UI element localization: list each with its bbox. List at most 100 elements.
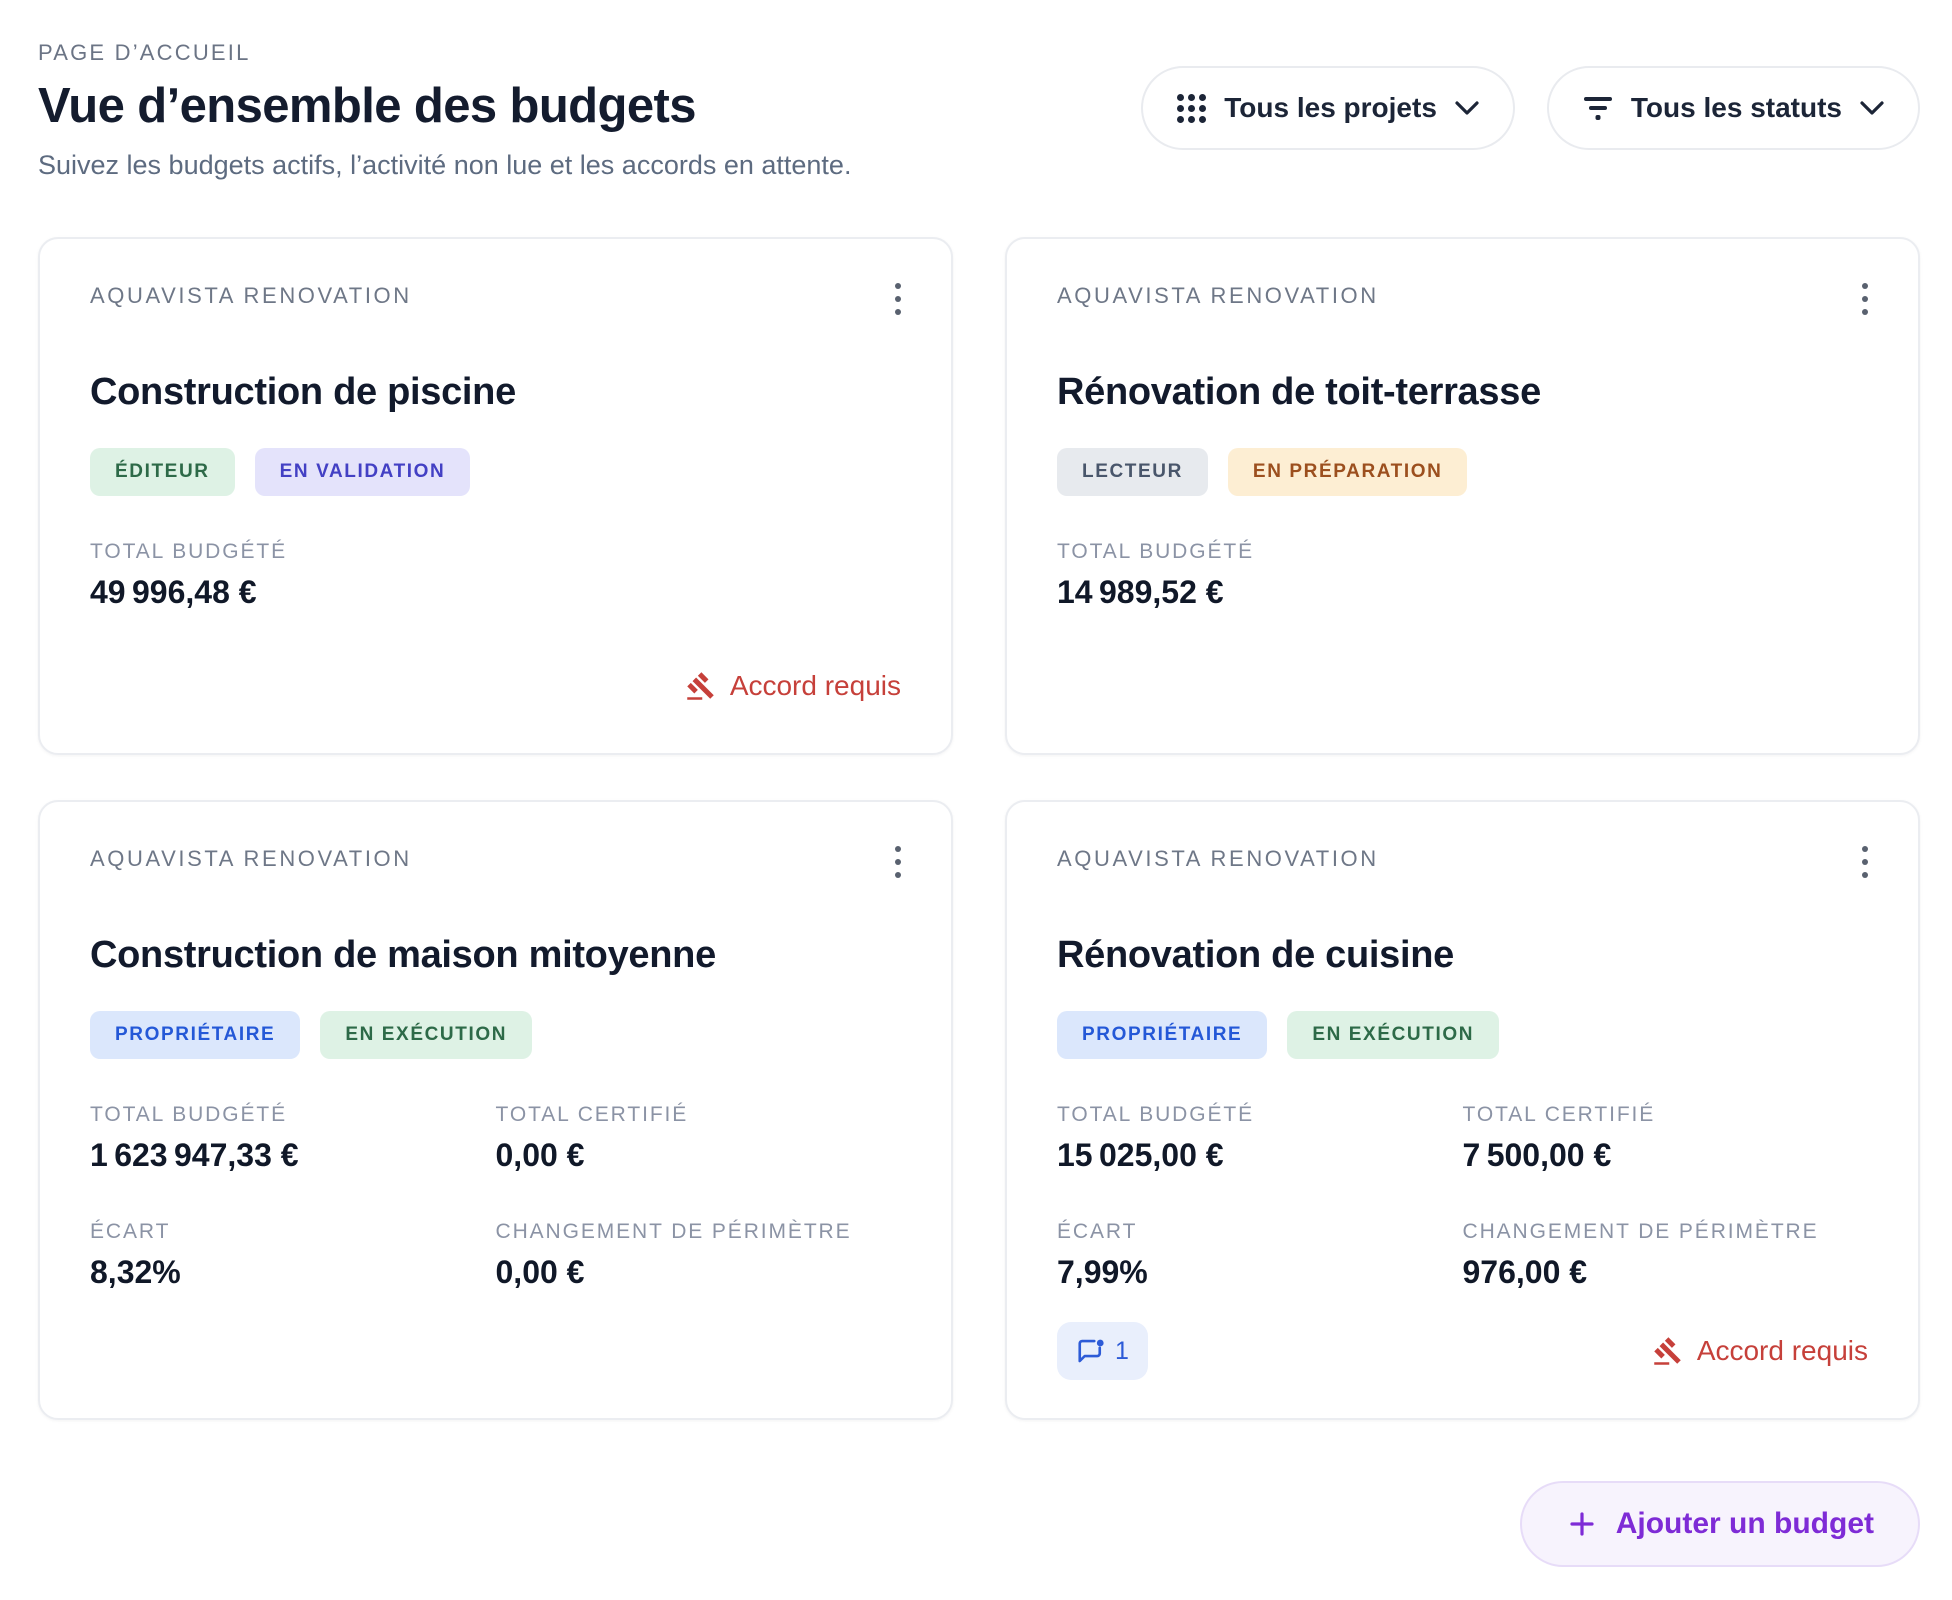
metric: TOTAL BUDGÉTÉ 1 623 947,33 € bbox=[90, 1103, 496, 1174]
kebab-menu-button[interactable] bbox=[885, 279, 911, 319]
metric: TOTAL BUDGÉTÉ 14 989,52 € bbox=[1057, 540, 1463, 611]
status-badge: EN VALIDATION bbox=[254, 448, 471, 496]
card-header: AQUAVISTA RENOVATION bbox=[90, 283, 901, 319]
plus-icon bbox=[1570, 1512, 1594, 1536]
project-name: AQUAVISTA RENOVATION bbox=[1057, 283, 1379, 308]
badge-list: LECTEUR EN PRÉPARATION bbox=[1057, 448, 1868, 496]
metric-label: TOTAL CERTIFIÉ bbox=[495, 1103, 689, 1126]
metric-value: 15 025,00 € bbox=[1057, 1137, 1224, 1173]
comment-icon bbox=[1078, 1339, 1104, 1363]
approval-required-label: Accord requis bbox=[729, 670, 901, 701]
metric: TOTAL BUDGÉTÉ 15 025,00 € bbox=[1057, 1103, 1463, 1174]
add-budget-label: Ajouter un budget bbox=[1615, 1507, 1874, 1540]
status-filter-button[interactable]: Tous les statuts bbox=[1546, 66, 1920, 150]
metric-label: CHANGEMENT DE PÉRIMÈTRE bbox=[495, 1220, 852, 1243]
project-name: AQUAVISTA RENOVATION bbox=[90, 846, 412, 871]
metric-value: 49 996,48 € bbox=[90, 574, 257, 610]
kebab-icon bbox=[1862, 846, 1868, 852]
metric-label: TOTAL BUDGÉTÉ bbox=[90, 540, 288, 563]
metric: CHANGEMENT DE PÉRIMÈTRE 976,00 € bbox=[1463, 1220, 1869, 1291]
status-badge: LECTEUR bbox=[1057, 448, 1208, 496]
card-footer: Accord requis bbox=[90, 657, 901, 715]
filters-toolbar: Tous les projets Tous les statuts bbox=[1141, 66, 1920, 150]
metric-value: 0,00 € bbox=[495, 1254, 585, 1290]
metric-value: 1 623 947,33 € bbox=[90, 1137, 299, 1173]
metric-label: CHANGEMENT DE PÉRIMÈTRE bbox=[1462, 1220, 1819, 1243]
page-actions: Ajouter un budget bbox=[38, 1481, 1920, 1567]
metric-label: TOTAL BUDGÉTÉ bbox=[1057, 1103, 1255, 1126]
metric-value: 0,00 € bbox=[495, 1137, 585, 1173]
metric-list: TOTAL BUDGÉTÉ 49 996,48 € bbox=[90, 540, 901, 611]
chevron-down-icon bbox=[1455, 100, 1479, 115]
kebab-menu-button[interactable] bbox=[885, 842, 911, 882]
grid-icon bbox=[1177, 93, 1207, 123]
page-subtitle: Suivez les budgets actifs, l’activité no… bbox=[38, 150, 852, 180]
project-name: AQUAVISTA RENOVATION bbox=[90, 283, 412, 308]
budget-title: Rénovation de cuisine bbox=[1057, 934, 1455, 976]
comments-chip[interactable]: 1 bbox=[1057, 1322, 1148, 1380]
status-badge: PROPRIÉTAIRE bbox=[90, 1011, 301, 1059]
budget-title: Construction de maison mitoyenne bbox=[90, 934, 716, 976]
metric-value: 7 500,00 € bbox=[1462, 1137, 1612, 1173]
status-badge: EN PRÉPARATION bbox=[1227, 448, 1468, 496]
chevron-down-icon bbox=[1860, 100, 1884, 115]
status-badge: PROPRIÉTAIRE bbox=[1057, 1011, 1268, 1059]
projects-filter-button[interactable]: Tous les projets bbox=[1141, 66, 1515, 150]
budget-card[interactable]: AQUAVISTA RENOVATION Rénovation de toit-… bbox=[1005, 237, 1920, 755]
budget-cards-grid: AQUAVISTA RENOVATION Construction de pis… bbox=[38, 237, 1920, 1420]
add-budget-button[interactable]: Ajouter un budget bbox=[1519, 1481, 1920, 1567]
approval-required-indicator: Accord requis bbox=[686, 670, 901, 702]
page-header-text: PAGE D’ACCUEIL Vue d’ensemble des budget… bbox=[38, 40, 851, 181]
breadcrumb: PAGE D’ACCUEIL bbox=[38, 40, 251, 65]
status-badge: EN EXÉCUTION bbox=[320, 1011, 533, 1059]
card-footer bbox=[1057, 657, 1868, 715]
badge-list: ÉDITEUR EN VALIDATION bbox=[90, 448, 901, 496]
budget-card[interactable]: AQUAVISTA RENOVATION Construction de pis… bbox=[38, 237, 953, 755]
approval-required-indicator: Accord requis bbox=[1653, 1335, 1868, 1367]
status-badge: ÉDITEUR bbox=[90, 448, 235, 496]
card-header: AQUAVISTA RENOVATION bbox=[1057, 283, 1868, 319]
card-header: AQUAVISTA RENOVATION bbox=[1057, 846, 1868, 882]
gavel-icon bbox=[1654, 1337, 1681, 1365]
budget-title: Construction de piscine bbox=[90, 371, 516, 413]
status-filter-label: Tous les statuts bbox=[1630, 92, 1842, 123]
card-header: AQUAVISTA RENOVATION bbox=[90, 846, 901, 882]
project-name: AQUAVISTA RENOVATION bbox=[1057, 846, 1379, 871]
gavel-icon bbox=[687, 672, 714, 700]
badge-list: PROPRIÉTAIRE EN EXÉCUTION bbox=[1057, 1011, 1868, 1059]
kebab-icon bbox=[895, 846, 901, 852]
kebab-icon bbox=[895, 283, 901, 289]
status-badge: EN EXÉCUTION bbox=[1287, 1011, 1500, 1059]
page-title: Vue d’ensemble des budgets bbox=[38, 79, 696, 133]
budget-card[interactable]: AQUAVISTA RENOVATION Rénovation de cuisi… bbox=[1005, 800, 1920, 1420]
metric-list: TOTAL BUDGÉTÉ 1 623 947,33 € TOTAL CERTIFI… bbox=[90, 1103, 901, 1291]
metric-label: ÉCART bbox=[90, 1220, 171, 1243]
metric: CHANGEMENT DE PÉRIMÈTRE 0,00 € bbox=[496, 1220, 902, 1291]
metric-value: 976,00 € bbox=[1462, 1254, 1588, 1290]
metric: ÉCART 7,99% bbox=[1057, 1220, 1463, 1291]
budget-title: Rénovation de toit-terrasse bbox=[1057, 371, 1541, 413]
metric-value: 14 989,52 € bbox=[1057, 574, 1224, 610]
card-footer bbox=[90, 1322, 901, 1380]
comment-count: 1 bbox=[1115, 1336, 1129, 1365]
metric: ÉCART 8,32% bbox=[90, 1220, 496, 1291]
metric: TOTAL CERTIFIÉ 0,00 € bbox=[496, 1103, 902, 1174]
metric-label: TOTAL BUDGÉTÉ bbox=[1057, 540, 1255, 563]
metric-label: TOTAL CERTIFIÉ bbox=[1462, 1103, 1656, 1126]
budget-card[interactable]: AQUAVISTA RENOVATION Construction de mai… bbox=[38, 800, 953, 1420]
kebab-menu-button[interactable] bbox=[1852, 279, 1878, 319]
metric-list: TOTAL BUDGÉTÉ 14 989,52 € bbox=[1057, 540, 1868, 611]
metric-value: 7,99% bbox=[1057, 1254, 1148, 1290]
filter-icon bbox=[1583, 97, 1612, 120]
kebab-icon bbox=[1862, 283, 1868, 289]
metric-label: ÉCART bbox=[1057, 1220, 1138, 1243]
kebab-menu-button[interactable] bbox=[1852, 842, 1878, 882]
metric: TOTAL CERTIFIÉ 7 500,00 € bbox=[1463, 1103, 1869, 1174]
metric-label: TOTAL BUDGÉTÉ bbox=[90, 1103, 288, 1126]
page-header: PAGE D’ACCUEIL Vue d’ensemble des budget… bbox=[38, 40, 1920, 181]
metric: TOTAL BUDGÉTÉ 49 996,48 € bbox=[90, 540, 496, 611]
metric-value: 8,32% bbox=[90, 1254, 181, 1290]
badge-list: PROPRIÉTAIRE EN EXÉCUTION bbox=[90, 1011, 901, 1059]
metric-list: TOTAL BUDGÉTÉ 15 025,00 € TOTAL CERTIFIÉ 7 … bbox=[1057, 1103, 1868, 1291]
